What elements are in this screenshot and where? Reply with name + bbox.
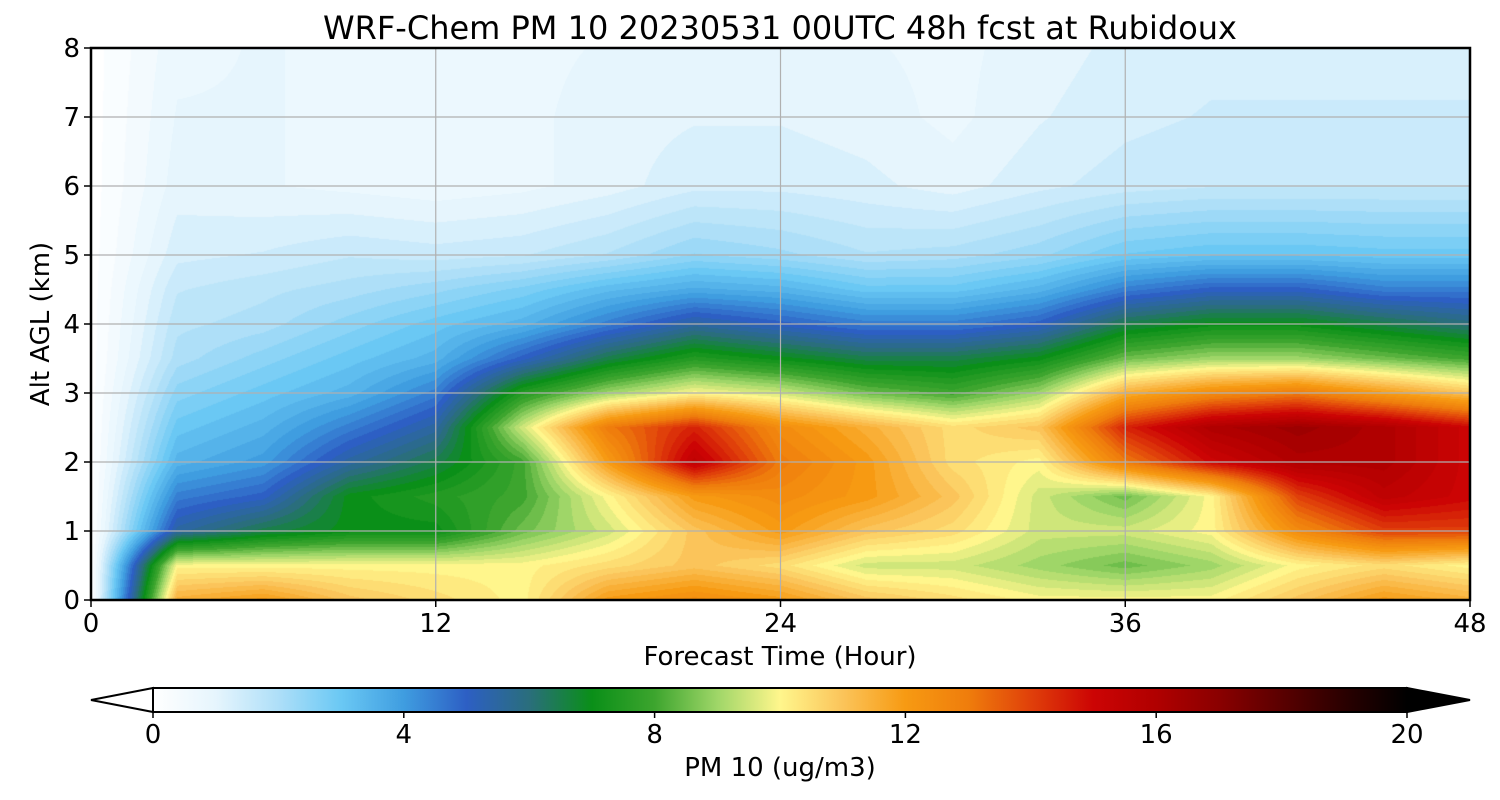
- y-tick-label: 4: [63, 310, 80, 340]
- y-tick-label: 7: [63, 103, 80, 133]
- chart-title: WRF-Chem PM 10 20230531 00UTC 48h fcst a…: [323, 9, 1237, 47]
- y-tick-label: 1: [63, 517, 80, 547]
- colorbar-ticks: 0 4 8 12 16 20: [145, 712, 1424, 750]
- y-tick-label: 3: [63, 379, 80, 409]
- colorbar-extend-low: [90, 686, 154, 714]
- y-tick-label: 2: [63, 448, 80, 478]
- colorbar-tick-label: 16: [1140, 720, 1173, 750]
- x-axis-label: Forecast Time (Hour): [643, 642, 916, 672]
- colorbar-tick-label: 20: [1390, 720, 1423, 750]
- colorbar-tick-label: 4: [396, 720, 413, 750]
- x-tick-label: 24: [764, 609, 797, 639]
- y-tick-label: 5: [63, 241, 80, 271]
- x-axis: 0 12 24 36 48: [83, 600, 1487, 639]
- y-tick-label: 6: [63, 172, 80, 202]
- y-tick-label: 8: [63, 34, 80, 64]
- colorbar-label: PM 10 (ug/m3): [684, 753, 876, 783]
- colorbar-tick-label: 8: [646, 720, 663, 750]
- x-tick-label: 0: [83, 609, 100, 639]
- x-tick-label: 48: [1453, 609, 1486, 639]
- plot-area: [89, 46, 1472, 602]
- colorbar: 0 4 8 12 16 20 PM 10 (ug/m3): [90, 686, 1471, 783]
- x-tick-label: 36: [1109, 609, 1142, 639]
- y-tick-label: 0: [63, 586, 80, 616]
- colorbar-tick-label: 12: [889, 720, 922, 750]
- colorbar-tick-label: 0: [145, 720, 162, 750]
- x-tick-label: 12: [419, 609, 452, 639]
- colorbar-bar: [152, 687, 1408, 713]
- y-axis: 0 1 2 3 4 5 6 7 8: [63, 34, 91, 616]
- y-axis-label: Alt AGL (km): [26, 242, 56, 406]
- colorbar-extend-high: [1406, 686, 1471, 714]
